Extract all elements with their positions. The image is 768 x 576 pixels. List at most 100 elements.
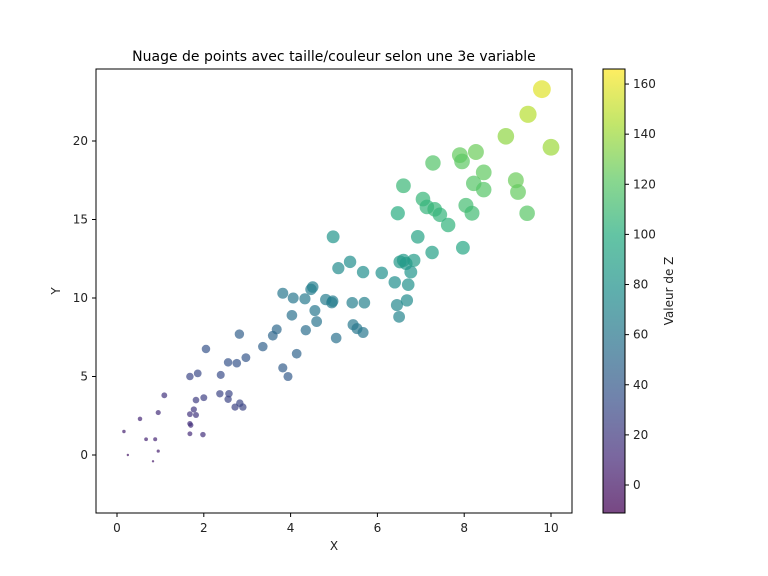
data-point — [532, 80, 551, 99]
y-tick-label: 15 — [73, 213, 88, 227]
data-point — [192, 396, 200, 404]
x-axis-label: X — [330, 539, 338, 553]
data-point — [510, 184, 526, 200]
data-point — [343, 255, 357, 269]
scatter-points — [122, 80, 560, 463]
data-point — [407, 253, 421, 267]
data-point — [358, 296, 371, 309]
x-tick-label: 4 — [287, 521, 295, 535]
data-point — [186, 411, 193, 418]
data-point — [200, 394, 208, 402]
colorbar-tick-label: 0 — [633, 478, 641, 492]
data-point — [388, 276, 401, 289]
colorbar-tick-label: 140 — [633, 127, 656, 141]
data-point — [475, 164, 492, 181]
data-point — [188, 422, 194, 428]
chart-title: Nuage de points avec taille/couleur selo… — [132, 49, 536, 65]
data-point — [225, 390, 233, 398]
x-axis-ticks: 0 2 4 6 8 10 — [113, 513, 559, 535]
x-tick-label: 2 — [200, 521, 208, 535]
x-tick-label: 6 — [374, 521, 382, 535]
data-point — [326, 295, 339, 307]
colorbar: 0 20 40 60 80 100 120 140 160 Valeur de Z — [602, 68, 676, 514]
data-point — [241, 353, 251, 363]
data-point — [330, 332, 342, 344]
colorbar-tick-label: 80 — [633, 278, 648, 292]
colorbar-label: Valeur de Z — [662, 257, 676, 326]
data-point — [454, 153, 470, 170]
data-point — [137, 416, 143, 422]
colorbar-tick-label: 100 — [633, 227, 656, 241]
data-point — [396, 178, 411, 194]
data-point — [287, 292, 299, 304]
data-point — [542, 138, 560, 156]
data-point — [309, 305, 321, 317]
data-point — [390, 206, 405, 221]
data-point — [357, 327, 369, 339]
colorbar-tick-label: 20 — [633, 428, 648, 442]
colorbar-tick-label: 60 — [633, 328, 648, 342]
data-point — [375, 266, 389, 280]
data-point — [440, 217, 456, 233]
data-point — [306, 281, 319, 293]
data-point — [332, 262, 345, 275]
data-point — [232, 358, 242, 368]
plot-area-frame — [95, 68, 573, 514]
data-point — [400, 294, 414, 307]
data-point — [467, 144, 484, 160]
x-tick-label: 0 — [113, 521, 121, 535]
data-point — [519, 205, 535, 221]
data-point — [404, 265, 418, 279]
data-point — [425, 245, 439, 260]
y-tick-label: 10 — [73, 291, 88, 305]
y-tick-label: 5 — [80, 370, 88, 384]
data-point — [410, 229, 425, 244]
data-point — [216, 390, 224, 398]
data-point — [507, 172, 524, 189]
data-point — [475, 181, 492, 198]
data-point — [356, 265, 370, 279]
data-point — [186, 372, 194, 381]
data-point — [192, 411, 200, 418]
data-point — [193, 369, 202, 378]
colorbar-tick-label: 160 — [633, 77, 656, 91]
data-point — [234, 329, 245, 339]
data-point — [346, 296, 358, 309]
data-point — [151, 460, 155, 463]
y-axis-ticks: 0 5 10 15 20 — [73, 134, 96, 462]
data-point — [464, 205, 480, 221]
data-point — [258, 341, 268, 352]
x-tick-label: 10 — [543, 521, 558, 535]
data-point — [155, 410, 161, 416]
data-point — [277, 287, 289, 299]
data-point — [153, 437, 158, 442]
colorbar-ticks: 0 20 40 60 80 100 120 140 160 — [625, 77, 656, 492]
colorbar-tick-label: 120 — [633, 177, 656, 191]
y-axis-label: Y — [49, 287, 63, 296]
data-point — [300, 324, 312, 336]
data-point — [390, 299, 403, 312]
data-point — [216, 370, 225, 379]
data-point — [201, 344, 211, 354]
data-point — [239, 403, 247, 411]
data-point — [283, 371, 293, 382]
data-point — [156, 449, 160, 453]
colorbar-gradient — [602, 68, 626, 514]
data-point — [190, 406, 197, 413]
data-point — [432, 207, 448, 223]
x-tick-label: 8 — [460, 521, 468, 535]
data-point — [187, 431, 193, 437]
data-point — [144, 437, 148, 442]
data-point — [326, 230, 340, 244]
data-point — [286, 309, 298, 321]
data-point — [401, 278, 415, 291]
data-point — [519, 105, 537, 123]
y-tick-label: 0 — [80, 448, 88, 462]
data-point — [126, 453, 130, 457]
data-point — [271, 324, 282, 335]
data-point — [393, 310, 405, 323]
y-tick-label: 20 — [73, 134, 88, 148]
data-point — [122, 429, 126, 434]
data-point — [223, 358, 233, 367]
